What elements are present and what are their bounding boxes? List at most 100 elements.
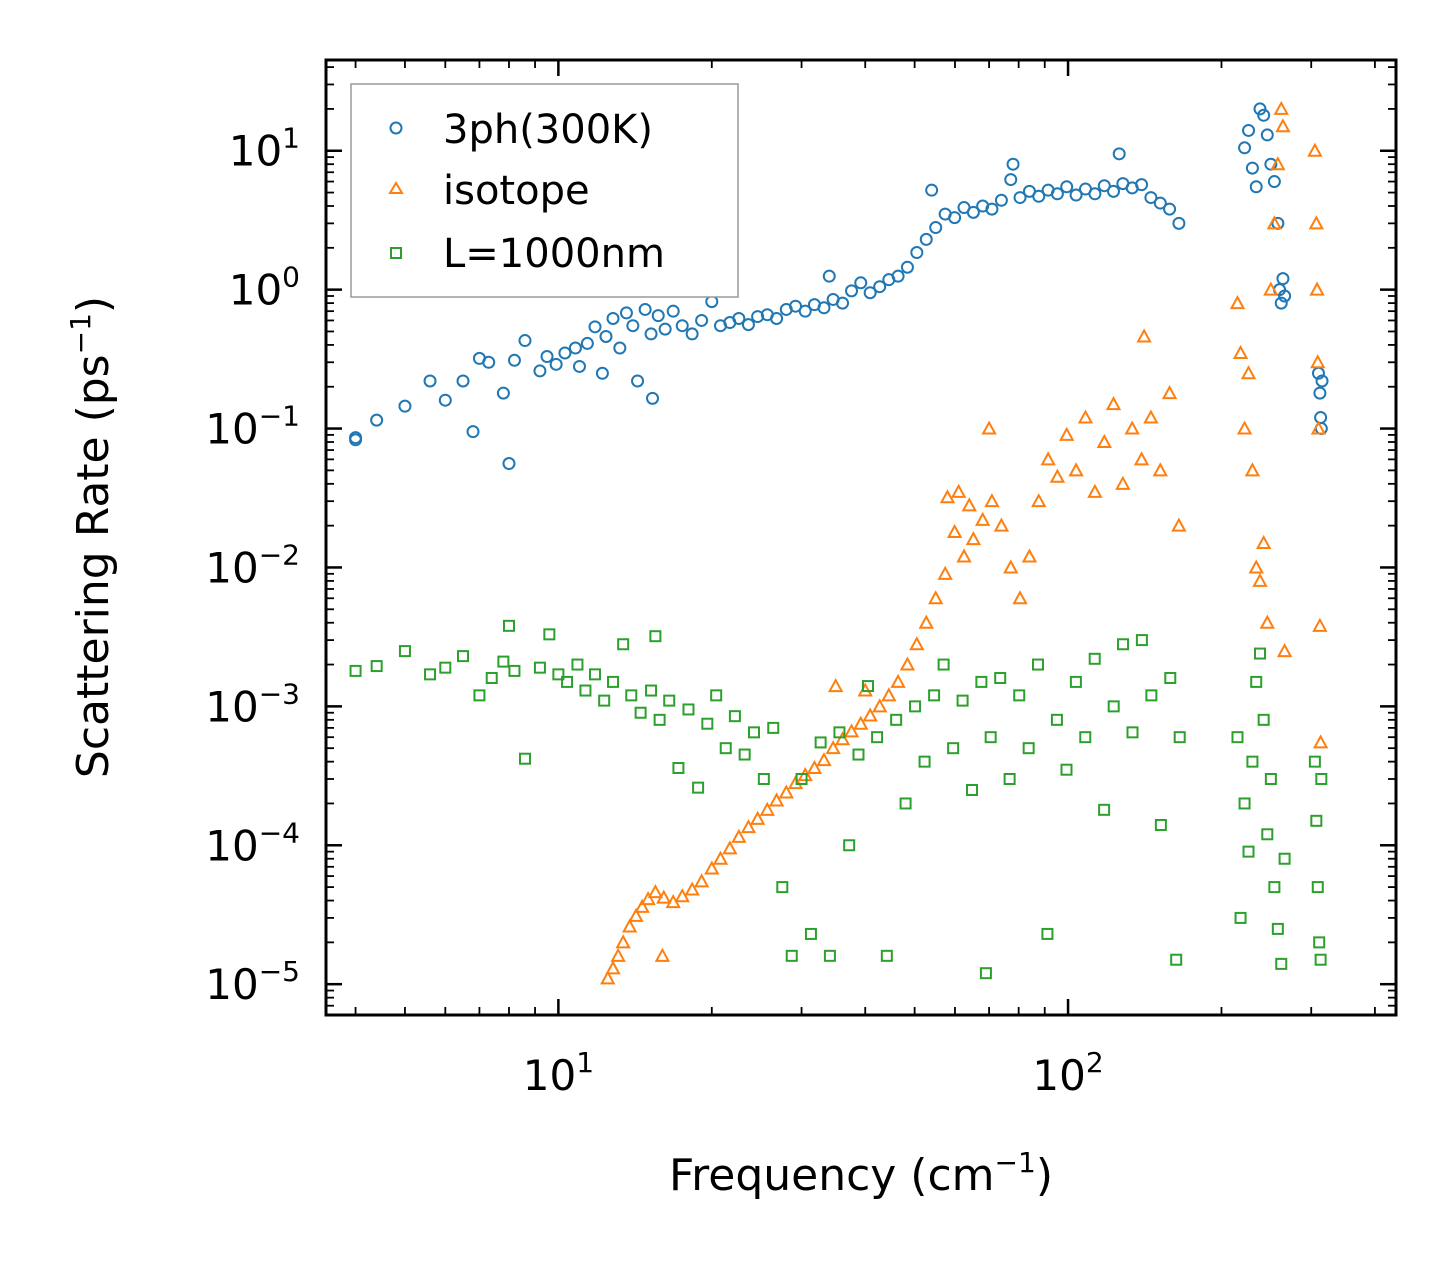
- data-point: [561, 675, 574, 688]
- data-point: [1003, 559, 1019, 574]
- data-point: [1310, 354, 1326, 369]
- data-point: [776, 881, 789, 894]
- y-tick-label: 10−4: [205, 816, 300, 870]
- x-tick-label: 102: [1032, 1046, 1103, 1100]
- data-point: [1006, 157, 1020, 171]
- data-point: [1278, 289, 1292, 303]
- data-point: [712, 850, 729, 865]
- data-point: [675, 319, 689, 333]
- data-point: [1308, 215, 1325, 230]
- data-point: [1060, 763, 1073, 776]
- data-point: [863, 286, 877, 300]
- data-point: [654, 947, 671, 962]
- data-point: [798, 304, 812, 318]
- data-point: [757, 772, 770, 785]
- data-point: [929, 221, 943, 235]
- data-point: [1238, 797, 1251, 810]
- data-point: [950, 483, 967, 498]
- data-point: [605, 960, 621, 975]
- data-point: [871, 731, 884, 744]
- data-point: [1135, 178, 1149, 192]
- data-point: [1088, 652, 1101, 665]
- data-point: [589, 668, 602, 681]
- data-point: [937, 658, 950, 671]
- data-point: [961, 497, 977, 512]
- series-2: [349, 619, 1328, 980]
- data-point: [1003, 772, 1016, 785]
- data-point: [966, 783, 979, 796]
- data-point: [651, 309, 665, 323]
- data-point: [370, 413, 384, 427]
- data-point: [1126, 726, 1139, 739]
- legend-marker-l1000nm: [390, 247, 402, 259]
- y-axis-label: Scattering Rate (ps−1): [64, 296, 119, 778]
- data-point: [910, 246, 924, 260]
- data-point: [919, 232, 933, 246]
- data-point: [845, 284, 859, 298]
- data-point: [843, 839, 856, 852]
- data-point: [814, 736, 827, 749]
- data-point: [1312, 734, 1329, 749]
- data-point: [1245, 161, 1259, 175]
- data-point: [872, 698, 888, 713]
- data-point: [1059, 426, 1075, 441]
- data-point: [1248, 559, 1264, 574]
- data-point: [1271, 922, 1284, 935]
- data-marks: [349, 100, 1329, 985]
- data-point: [1231, 731, 1244, 744]
- data-point: [939, 489, 956, 504]
- data-point: [600, 970, 616, 985]
- data-point: [918, 614, 934, 629]
- legend-frame: [350, 83, 739, 298]
- data-point: [1307, 142, 1323, 157]
- data-point: [439, 661, 452, 674]
- data-point: [1117, 638, 1130, 651]
- data-point: [634, 898, 650, 913]
- data-point: [1312, 617, 1328, 632]
- data-point: [749, 810, 766, 825]
- data-point: [1049, 468, 1066, 483]
- data-point: [1112, 147, 1126, 161]
- data-point: [731, 828, 747, 843]
- data-point: [966, 205, 980, 219]
- data-point: [1050, 713, 1063, 726]
- data-point: [710, 689, 723, 702]
- data-point: [861, 680, 874, 693]
- data-point: [549, 357, 563, 371]
- data-point: [466, 425, 480, 439]
- data-point: [1253, 647, 1266, 660]
- data-point: [817, 301, 831, 315]
- data-point: [497, 655, 510, 668]
- data-point: [647, 884, 664, 899]
- data-point: [1143, 409, 1159, 424]
- data-point: [1145, 689, 1158, 702]
- data-point: [852, 748, 865, 761]
- data-point: [1313, 386, 1327, 400]
- data-point: [1257, 108, 1271, 122]
- data-point: [1255, 534, 1272, 549]
- data-point: [984, 731, 997, 744]
- y-tick-label: 100: [229, 261, 300, 315]
- data-point: [899, 797, 912, 810]
- data-point: [956, 694, 969, 707]
- data-point: [956, 548, 972, 563]
- data-point: [1154, 818, 1167, 831]
- data-point: [854, 276, 868, 290]
- data-point: [610, 947, 626, 962]
- data-point: [1238, 141, 1252, 155]
- data-point: [1264, 772, 1277, 785]
- data-point: [626, 319, 640, 333]
- data-point: [994, 672, 1007, 685]
- data-point: [823, 949, 836, 962]
- data-point: [658, 322, 672, 336]
- data-point: [873, 280, 887, 294]
- data-point: [1274, 296, 1288, 310]
- data-point: [1107, 700, 1120, 713]
- y-tick-label: 10−2: [205, 538, 300, 592]
- data-point: [580, 336, 594, 350]
- data-point: [1276, 643, 1293, 658]
- y-tick-label: 101: [229, 122, 300, 176]
- data-point: [672, 762, 685, 775]
- data-point: [918, 755, 931, 768]
- data-point: [880, 949, 893, 962]
